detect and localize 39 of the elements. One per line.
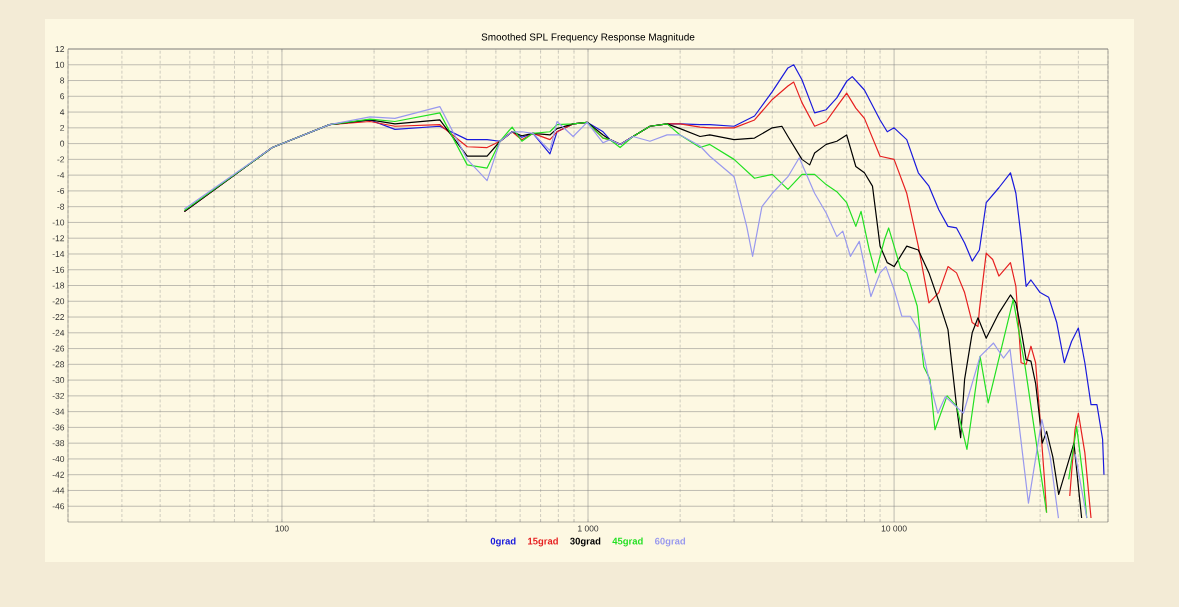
- text: 15grad: [528, 537, 558, 547]
- y-tick-label: -20: [52, 298, 65, 305]
- y-tick-label: -46: [52, 503, 65, 510]
- y-tick-label: -38: [52, 440, 65, 447]
- y-tick-label: 10: [55, 61, 65, 68]
- y-tick-label: 8: [60, 77, 65, 84]
- y-tick-label: -36: [52, 424, 65, 431]
- text: 45grad: [612, 537, 643, 547]
- y-tick-label: -26: [52, 345, 65, 352]
- y-tick-label: -12: [52, 235, 65, 242]
- y-tick-label: -34: [52, 408, 65, 415]
- chart-title: Smoothed SPL Frequency Response Magnitude: [481, 33, 695, 43]
- y-tick-label: -8: [57, 203, 65, 210]
- y-tick-label: 6: [60, 93, 65, 100]
- y-tick-label: 12: [55, 46, 65, 52]
- y-tick-label: -44: [52, 487, 65, 494]
- x-tick-label: 10 000: [881, 525, 907, 532]
- y-tick-label: -22: [52, 314, 65, 320]
- y-tick-label: -14: [52, 251, 65, 257]
- y-tick-label: -16: [52, 266, 65, 273]
- y-tick-label: 4: [59, 109, 65, 115]
- y-tick-label: -28: [52, 361, 65, 368]
- y-tick-label: -42: [52, 471, 65, 478]
- y-tick-label: -30: [52, 377, 65, 384]
- y-tick-label: -10: [52, 219, 65, 226]
- y-tick-label: -24: [52, 329, 65, 336]
- y-tick-label: -4: [57, 172, 65, 179]
- y-tick-label: -40: [52, 455, 65, 462]
- y-tick-label: -2: [57, 156, 65, 163]
- text: 0grad: [490, 537, 516, 547]
- x-tick-label: 1 000: [578, 525, 599, 532]
- x-tick-label: 100: [275, 525, 289, 532]
- y-tick-label: -6: [57, 187, 65, 194]
- y-tick-label: -18: [52, 282, 65, 289]
- y-tick-label: 2: [60, 124, 65, 131]
- text: 60grad: [654, 537, 686, 547]
- text: 30grad: [570, 537, 601, 547]
- y-tick-label: -32: [52, 392, 65, 399]
- y-tick-label: 0: [60, 140, 65, 147]
